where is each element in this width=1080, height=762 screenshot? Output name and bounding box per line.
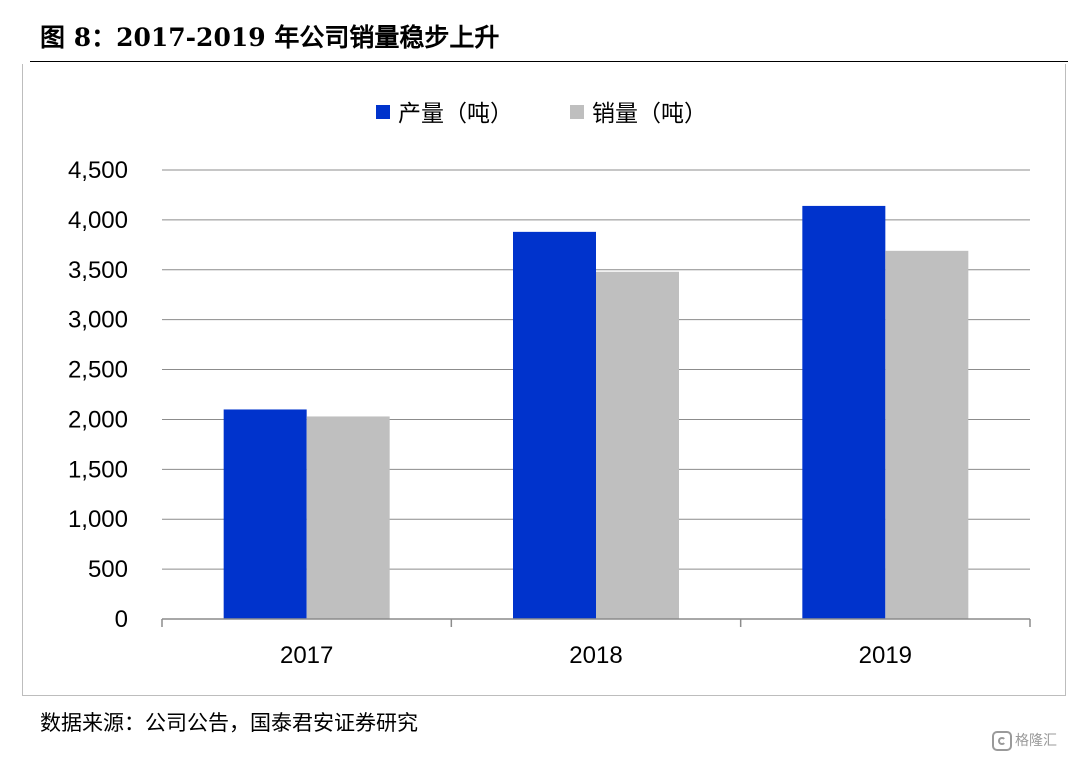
- x-tick-label: 2017: [280, 642, 333, 669]
- bar-production-2017: [223, 409, 307, 619]
- bars: [223, 205, 969, 620]
- watermark-text: 格隆汇: [1015, 733, 1057, 749]
- legend-item-production-swatch: [376, 105, 390, 119]
- y-tick-label: 3,000: [68, 307, 128, 334]
- legend-item-sales-swatch: [570, 105, 584, 119]
- x-tick-label: 2018: [569, 642, 622, 669]
- bar-sales-2018: [596, 271, 679, 619]
- y-tick-label: 0: [115, 606, 128, 633]
- bar-sales-2019: [885, 250, 969, 619]
- y-tick-label: 3,500: [68, 257, 128, 284]
- legend-item-production-label: 产量（吨）: [398, 101, 513, 127]
- axes: 0 500 1,000 1,500 2,000 2,500 3,000 3,500 4,000 4…: [68, 157, 1031, 669]
- y-tick-label: 2,500: [68, 357, 128, 384]
- y-tick-label: 4,000: [68, 207, 128, 234]
- bar-production-2018: [513, 231, 596, 619]
- bar-sales-2017: [306, 416, 390, 619]
- source-note: 数据来源：公司公告，国泰君安证券研究: [40, 711, 418, 735]
- chart-frame: [22, 64, 1066, 696]
- x-tick-label: 2019: [859, 642, 912, 669]
- title-rule: [30, 61, 1068, 62]
- y-tick-label: 2,000: [68, 406, 128, 433]
- y-tick-label: 500: [88, 556, 128, 583]
- legend-item-sales-label: 销量（吨）: [592, 101, 707, 127]
- watermark-logo-icon: [992, 731, 1012, 751]
- watermark: 格隆汇: [992, 730, 1057, 751]
- legend: 产量（吨） 销量（吨）: [376, 101, 707, 127]
- y-tick-label: 4,500: [68, 157, 128, 184]
- figure-title: 图 8：2017-2019 年公司销量稳步上升: [40, 23, 500, 52]
- bar-production-2019: [802, 205, 886, 620]
- y-tick-label: 1,000: [68, 506, 128, 533]
- y-tick-label: 1,500: [68, 456, 128, 483]
